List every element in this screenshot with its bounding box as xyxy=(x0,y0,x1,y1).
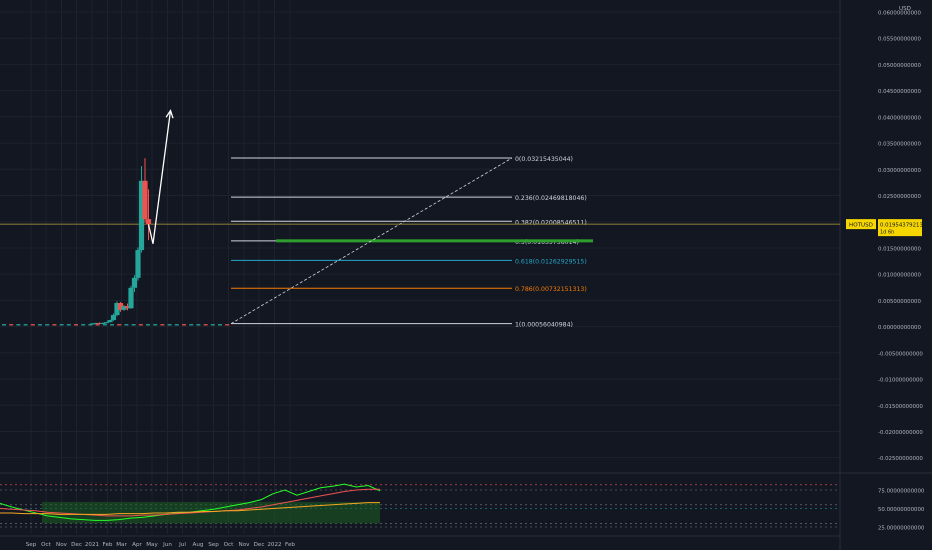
time-axis-label: Jun xyxy=(162,542,172,548)
price-axis-label: 0.04000000000 xyxy=(878,115,921,121)
candle-bull xyxy=(128,287,134,309)
currency-label: USD xyxy=(899,6,911,12)
candle-bull xyxy=(107,320,113,323)
ticker-symbol-box xyxy=(846,219,876,230)
price-axis-label: -0.02500000000 xyxy=(878,456,923,462)
time-axis-label: Dec xyxy=(71,542,82,548)
candle-bull xyxy=(103,322,110,324)
price-axis-label: -0.00500000000 xyxy=(878,351,923,357)
price-axis-label: 0.02500000000 xyxy=(878,194,921,200)
rsi-axis-label: 50.00000000000 xyxy=(878,507,925,513)
candle-bull xyxy=(89,323,96,325)
rsi-axis-label: 75.00000000000 xyxy=(878,489,925,495)
fib-level-label: 1(0.00056040984) xyxy=(515,322,573,329)
time-axis-label: Jul xyxy=(178,542,186,548)
candles xyxy=(2,158,230,326)
fib-level-label: 0.382(0.02008546511) xyxy=(515,219,587,226)
price-axis-label: 0.03500000000 xyxy=(878,142,921,148)
fib-trend-line xyxy=(230,157,513,325)
rsi-series-line xyxy=(0,488,380,517)
ticker-symbol: HOTUSD xyxy=(849,222,873,228)
rsi-axis-label: 25.00000000000 xyxy=(878,526,925,532)
candle-bear xyxy=(142,180,148,220)
rsi-indicator xyxy=(0,483,840,528)
price-axis-label: 0.06000000000 xyxy=(878,11,921,17)
candle-bull xyxy=(100,322,106,324)
candle-bull xyxy=(121,306,127,310)
time-axis-label: Apr xyxy=(132,542,142,548)
rsi-series-line xyxy=(0,502,380,515)
time-axis-label: Mar xyxy=(116,542,127,548)
time-axis-label: 2021 xyxy=(85,542,100,548)
time-axis-label: May xyxy=(146,542,158,548)
price-axis-label: 0.05000000000 xyxy=(878,63,921,69)
time-axis[interactable]: Sep Oct Nov Dec 2021 Feb Mar Apr May Jun Jul Aug Sep… xyxy=(26,542,296,548)
candle-bull xyxy=(135,250,141,278)
time-axis-label: Nov xyxy=(56,542,68,548)
candle-bull xyxy=(93,323,99,325)
candle-bear xyxy=(124,306,131,309)
time-axis-label: Aug xyxy=(193,542,204,548)
candle-bear xyxy=(96,323,103,325)
candle-bull xyxy=(131,277,138,288)
time-axis-label: Feb xyxy=(285,542,295,548)
price-axis-label: 0.04500000000 xyxy=(878,89,921,95)
projection-arrow[interactable] xyxy=(147,109,174,244)
candle-bull xyxy=(110,315,117,321)
fib-level-label: 0.618(0.01262929515) xyxy=(515,258,587,265)
price-box xyxy=(878,219,922,237)
candle-bull xyxy=(138,180,145,251)
time-axis-label: Oct xyxy=(224,542,234,548)
bar-countdown: 1d 6h xyxy=(880,230,894,236)
candle-bear xyxy=(117,303,124,310)
price-axis-label: 0.03000000000 xyxy=(878,168,921,174)
fib-level-label: 0.236(0.02469818046) xyxy=(515,195,587,202)
current-price-label: 0.01954379213 xyxy=(880,222,923,228)
fib-level-label: 0.786(0.00732151313) xyxy=(515,286,587,293)
candle-bull xyxy=(114,303,120,316)
time-axis-label: Sep xyxy=(26,542,37,548)
price-axis-label: 0.00500000000 xyxy=(878,299,921,305)
price-tag: HOTUSD 0.01954379213 1d 6h xyxy=(846,219,923,237)
fib-level-label: 0(0.03215435044) xyxy=(515,156,573,163)
price-axis-label: 0.00000000000 xyxy=(878,325,921,331)
price-axis-label: -0.01000000000 xyxy=(878,378,923,384)
price-axis-label: -0.02000000000 xyxy=(878,430,923,436)
price-axis-label: 0.01500000000 xyxy=(878,246,921,252)
projection-arrowhead xyxy=(165,109,174,119)
time-axis-label: Feb xyxy=(103,542,113,548)
price-axis-label: 0.05500000000 xyxy=(878,37,921,43)
fib-05-highlight xyxy=(276,239,593,243)
projection-path xyxy=(147,110,172,244)
candle-bear xyxy=(145,219,152,225)
time-axis-label: 2022 xyxy=(267,542,281,548)
time-axis-label: Dec xyxy=(254,542,265,548)
price-axis-label: -0.01500000000 xyxy=(878,404,923,410)
time-axis-label: Oct xyxy=(41,542,51,548)
price-axis-label: 0.01000000000 xyxy=(878,273,921,279)
time-axis-label: Sep xyxy=(208,542,219,548)
time-axis-label: Nov xyxy=(239,542,251,548)
